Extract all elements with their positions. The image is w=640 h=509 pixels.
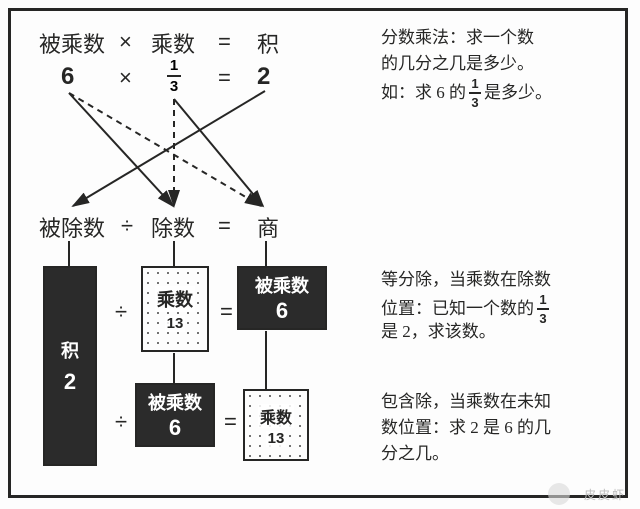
box-multiplier-B-label: 乘数 xyxy=(258,404,294,428)
box-multiplicand-A: 被乘数 6 xyxy=(237,266,327,330)
op-eq-a: = xyxy=(220,299,233,325)
val-2: 2 xyxy=(257,63,270,91)
note-divB-1: 包含除，当乘数在未知 xyxy=(381,389,551,415)
note-divB-2: 数位置：求 2 是 6 的几 xyxy=(381,415,551,441)
box-multiplier-A-frac: 13 xyxy=(165,316,186,332)
op-eq-b: = xyxy=(224,409,237,435)
note-divA-1: 等分除，当乘数在除数 xyxy=(381,267,551,293)
note-mult-3-frac: 13 xyxy=(469,77,481,109)
note-mult-3-pre: 如：求 6 的 xyxy=(381,80,466,106)
box-multiplier-B-frac: 13 xyxy=(266,431,287,447)
note-mult-1: 分数乘法：求一个数 xyxy=(381,25,534,51)
watermark-icon xyxy=(548,483,570,505)
box-multiplicand-A-value: 6 xyxy=(239,298,325,324)
op-eq-2: = xyxy=(218,65,231,91)
box-product-2: 积 2 xyxy=(43,266,97,466)
box-multiplicand-B-value: 6 xyxy=(137,415,213,441)
box-multiplicand-A-label: 被乘数 xyxy=(239,272,325,298)
note-divB-3: 分之几。 xyxy=(381,441,449,467)
op-times-2: × xyxy=(119,65,132,91)
label-divisor: 除数 xyxy=(151,211,195,243)
val-6: 6 xyxy=(61,63,74,91)
box-multiplier-B: 乘数 13 xyxy=(243,389,309,461)
label-quotient: 商 xyxy=(257,211,279,243)
op-eq-1: = xyxy=(218,29,231,55)
box-product-2-label: 积 xyxy=(45,337,95,363)
box-multiplicand-B-label: 被乘数 xyxy=(137,389,213,415)
label-multiplicand: 被乘数 xyxy=(39,27,105,59)
box-multiplicand-B: 被乘数 6 xyxy=(135,383,215,447)
box-product-2-value: 2 xyxy=(45,369,95,395)
note-mult-2: 的几分之几是多少。 xyxy=(381,51,534,77)
label-multiplier: 乘数 xyxy=(151,27,195,59)
label-dividend: 被除数 xyxy=(39,211,105,243)
op-div-a: ÷ xyxy=(115,299,127,325)
note-divA-2-frac: 13 xyxy=(537,293,549,325)
op-div-0: ÷ xyxy=(121,213,133,239)
box-multiplier-A-label: 乘数 xyxy=(155,286,195,312)
box-multiplier-A: 乘数 13 xyxy=(141,266,209,352)
label-product: 积 xyxy=(257,27,279,59)
note-mult-3-post: 是多少。 xyxy=(484,80,552,106)
val-one-third: 13 xyxy=(167,57,181,94)
watermark-text: 皮皮虾 xyxy=(584,486,626,503)
note-mult-3: 如：求 6 的 13 是多少。 xyxy=(381,77,552,109)
note-divA-3: 是 2，求该数。 xyxy=(381,319,496,345)
op-times-1: × xyxy=(119,29,132,55)
diagram-frame: 被乘数 × 乘数 = 积 6 × 13 = 2 分数乘法：求一个数 的几分之几是… xyxy=(8,8,628,498)
op-eq-3: = xyxy=(218,213,231,239)
op-div-b: ÷ xyxy=(115,409,127,435)
